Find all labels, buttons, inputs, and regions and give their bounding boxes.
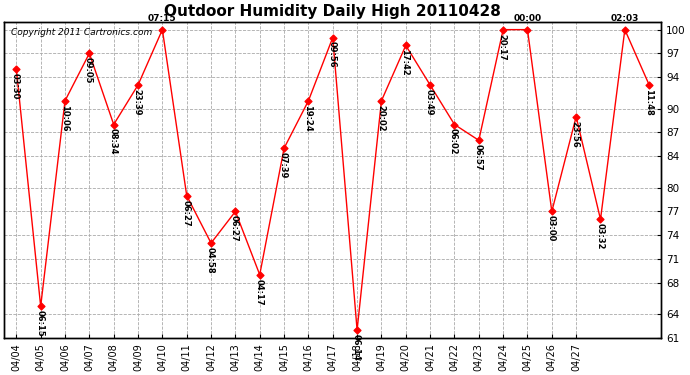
Point [132, 82, 144, 88]
Point [279, 145, 290, 151]
Text: 03:32: 03:32 [595, 224, 604, 250]
Text: 03:30: 03:30 [11, 73, 20, 99]
Point [497, 27, 509, 33]
Point [400, 42, 411, 48]
Text: 20:17: 20:17 [497, 34, 506, 60]
Point [230, 209, 241, 214]
Text: 03:49: 03:49 [425, 89, 434, 116]
Text: 03:00: 03:00 [546, 215, 555, 242]
Point [449, 122, 460, 128]
Point [84, 50, 95, 56]
Point [571, 114, 582, 120]
Text: 23:39: 23:39 [132, 89, 141, 116]
Title: Outdoor Humidity Daily High 20110428: Outdoor Humidity Daily High 20110428 [164, 4, 501, 19]
Point [254, 272, 265, 278]
Text: 04:17: 04:17 [255, 279, 264, 305]
Point [157, 27, 168, 33]
Text: 00:00: 00:00 [513, 14, 542, 23]
Text: 09:56: 09:56 [328, 42, 337, 68]
Text: 20:02: 20:02 [376, 105, 385, 131]
Text: 23:56: 23:56 [571, 120, 580, 147]
Point [206, 240, 217, 246]
Text: 10:06: 10:06 [59, 105, 69, 131]
Point [620, 27, 631, 33]
Point [376, 98, 387, 104]
Text: 11:48: 11:48 [644, 89, 653, 116]
Text: 07:39: 07:39 [279, 152, 288, 178]
Point [522, 27, 533, 33]
Text: 02:03: 02:03 [611, 14, 639, 23]
Point [11, 66, 22, 72]
Text: 09:05: 09:05 [84, 57, 93, 84]
Text: 08:34: 08:34 [108, 129, 117, 155]
Point [644, 82, 655, 88]
Point [59, 98, 70, 104]
Point [35, 303, 46, 309]
Point [303, 98, 314, 104]
Point [424, 82, 435, 88]
Point [473, 137, 484, 143]
Text: 06:57: 06:57 [473, 144, 482, 171]
Point [327, 34, 338, 40]
Text: 06:15: 06:15 [35, 310, 44, 337]
Text: 06:27: 06:27 [230, 215, 239, 242]
Text: 06:27: 06:27 [181, 200, 190, 226]
Point [181, 193, 193, 199]
Point [352, 327, 363, 333]
Text: 04:58: 04:58 [206, 247, 215, 274]
Text: 06:02: 06:02 [449, 129, 458, 155]
Text: 07:15: 07:15 [148, 14, 177, 23]
Text: Copyright 2011 Cartronics.com: Copyright 2011 Cartronics.com [11, 28, 152, 37]
Text: 17:42: 17:42 [400, 50, 409, 76]
Text: 19:24: 19:24 [303, 105, 312, 132]
Point [546, 209, 558, 214]
Point [595, 216, 606, 222]
Point [108, 122, 119, 128]
Text: 06:14: 06:14 [352, 334, 361, 361]
